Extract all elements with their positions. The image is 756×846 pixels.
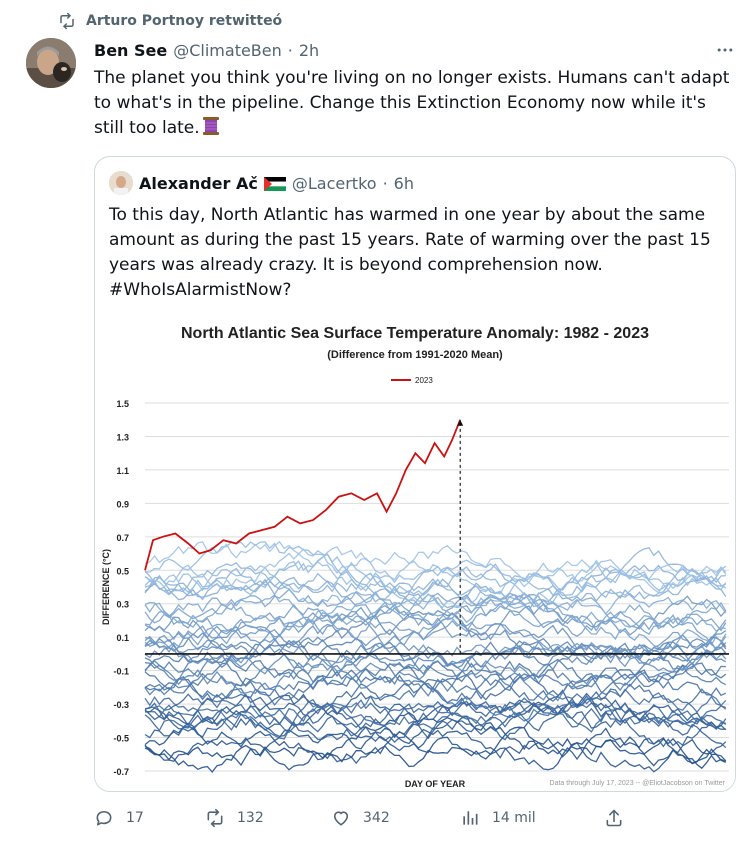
quoted-tweet-card[interactable]: Alexander Ač @Lacertko · 6h To this day,… [94, 156, 736, 792]
year-series-line [144, 609, 727, 666]
quoted-timestamp[interactable]: 6h [393, 173, 414, 193]
heart-icon [333, 811, 349, 826]
year-series-line [144, 592, 727, 646]
y-tick-label: 0.7 [116, 533, 129, 543]
retweet-context-text: Arturo Portnoy retwitteó [86, 13, 283, 29]
views-button[interactable]: 14 mil [460, 808, 536, 828]
like-count: 342 [363, 810, 390, 826]
year-series-line [144, 592, 727, 628]
retweet-icon [60, 12, 74, 30]
rise-arrow-head [457, 419, 464, 426]
legend-label: 2023 [415, 376, 433, 385]
year-series-line [144, 711, 727, 774]
share-icon [606, 809, 622, 827]
y-tick-label: -0.3 [113, 700, 129, 710]
year-series-line [144, 722, 727, 771]
like-button[interactable]: 342 [331, 808, 390, 828]
chart-plot: 1.5 1.3 1.1 0.9 0.7 0.5 0.3 0.1 -0.1 -0.3 -0.5 -0.7… [101, 376, 729, 789]
author-avatar[interactable] [26, 38, 76, 88]
year-series-line [144, 643, 727, 681]
y-tick-label: 0.5 [116, 566, 129, 576]
chart-title: North Atlantic Sea Surface Temperature A… [180, 325, 649, 342]
tweet-actions: 17 132 342 14 mil [0, 808, 756, 836]
y-axis-label: DIFFERENCE (°C) [101, 549, 111, 625]
year-series-line [144, 651, 727, 702]
more-icon [717, 48, 733, 52]
reply-icon [96, 810, 112, 826]
quoted-author-avatar[interactable] [109, 171, 133, 195]
year-series-line [144, 602, 727, 650]
y-tick-label: 1.5 [116, 399, 129, 409]
chart-subtitle: (Difference from 1991-2020 Mean) [327, 349, 503, 361]
year-series-line [144, 662, 727, 722]
year-series-line [144, 660, 727, 696]
retweet-button[interactable]: 132 [205, 808, 264, 828]
y-tick-label: -0.5 [113, 734, 129, 744]
more-options-button[interactable] [710, 38, 740, 62]
tweet-timestamp[interactable]: 2h [298, 40, 320, 60]
tweet-header: Ben See @ClimateBen · 2h [94, 38, 319, 62]
x-axis-label: DAY OF YEAR [405, 779, 466, 789]
year-series-line [144, 541, 727, 592]
y-tick-label: 1.1 [116, 466, 129, 476]
view-count: 14 mil [492, 810, 536, 826]
y-tick-label: -0.1 [113, 667, 129, 677]
year-series-line [144, 636, 727, 681]
retweet-context[interactable]: Arturo Portnoy retwitteó [58, 12, 282, 30]
chart-image[interactable]: North Atlantic Sea Surface Temperature A… [95, 317, 735, 791]
tweet-text: The planet you think you're living on no… [94, 66, 734, 141]
y-tick-label: 0.9 [116, 499, 129, 509]
year-series-line [144, 553, 727, 600]
quoted-separator-dot: · [382, 173, 388, 193]
series-line-2023 [144, 419, 462, 571]
author-handle[interactable]: @ClimateBen [173, 40, 282, 60]
quoted-tweet-text: To this day, North Atlantic has warmed i… [109, 205, 711, 300]
y-tick-label: -0.7 [113, 767, 129, 777]
palestine-flag-icon [263, 176, 286, 191]
quoted-author-handle[interactable]: @Lacertko [291, 173, 377, 193]
year-series-line [144, 726, 727, 768]
year-series-line [144, 588, 727, 652]
thread-spool-icon [202, 116, 220, 136]
year-series-line [144, 665, 727, 711]
year-series-line [144, 728, 727, 773]
year-series-line [144, 653, 726, 697]
analytics-icon [463, 811, 478, 825]
year-series-line [144, 698, 727, 740]
y-tick-label: 1.3 [116, 432, 129, 442]
separator-dot: · [287, 40, 293, 60]
avatar-image [26, 38, 76, 88]
retweet-action-icon [207, 808, 223, 828]
reply-count: 17 [126, 810, 144, 826]
y-tick-label: 0.1 [116, 633, 129, 643]
reply-button[interactable]: 17 [94, 808, 144, 828]
quoted-avatar-image [109, 171, 133, 195]
share-button[interactable] [604, 808, 624, 828]
year-series-line [144, 697, 726, 733]
chart-annotation: Data through July 17, 2023 -- @EliotJaco… [550, 780, 726, 787]
quoted-author-name[interactable]: Alexander Ač [139, 173, 258, 193]
quoted-tweet-header: Alexander Ač @Lacertko · 6h [109, 171, 414, 195]
year-series-line [144, 560, 727, 609]
year-series-line [144, 540, 727, 594]
author-name[interactable]: Ben See [94, 40, 168, 60]
tweet-body: The planet you think you're living on no… [94, 68, 730, 138]
year-series-line [144, 658, 727, 700]
year-series-line [144, 567, 727, 615]
y-tick-label: 0.3 [116, 600, 129, 610]
year-series-line [144, 595, 727, 645]
year-series-line [144, 547, 727, 600]
retweet-count: 132 [237, 810, 264, 826]
